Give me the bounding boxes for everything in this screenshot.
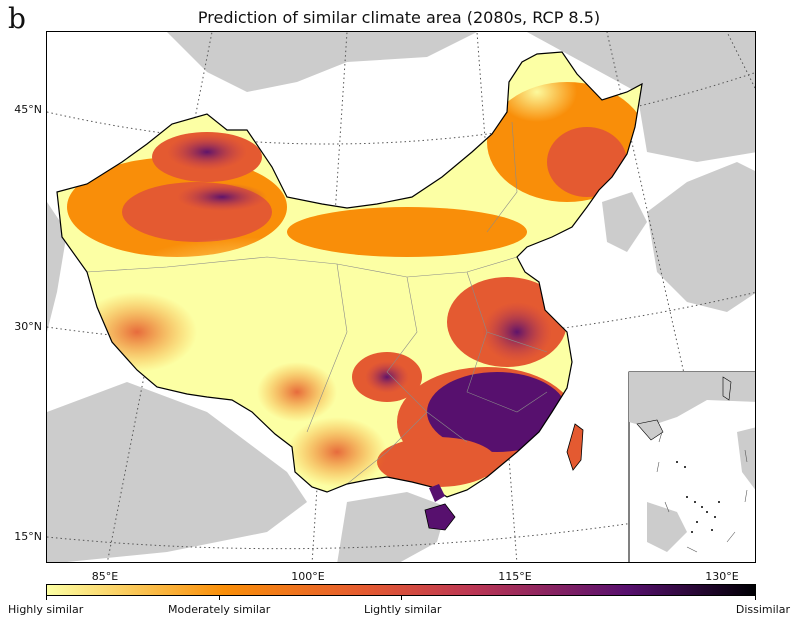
province-lines [86, 121, 548, 485]
colorbar-tick [46, 596, 47, 600]
colorbar-label-dissimilar: Dissimilar [735, 603, 790, 616]
lon-label-100e: 100°E [291, 570, 325, 583]
colorbar-tick [755, 596, 756, 600]
lat-label-30n: 30°N [14, 320, 42, 333]
colorbar-svg [47, 585, 755, 595]
colorbar-label-lightly-similar: Lightly similar [364, 603, 442, 616]
colorbar-label-moderately-similar: Moderately similar [168, 603, 271, 616]
south-china-sea-inset [628, 371, 755, 562]
map-title: Prediction of similar climate area (2080… [197, 8, 601, 27]
colorbar-label-highly-similar: Highly similar [8, 603, 84, 616]
colorbar [46, 584, 756, 596]
map-frame[interactable] [46, 31, 756, 563]
panel-letter: b [8, 2, 26, 35]
nine-dash-line [656, 431, 748, 553]
colorbar-tick [401, 596, 402, 600]
lon-label-115e: 115°E [498, 570, 532, 583]
lat-label-45n: 45°N [14, 103, 42, 116]
lat-label-15n: 15°N [14, 530, 42, 543]
taiwan-island [566, 423, 584, 471]
colorbar-tick [219, 596, 220, 600]
hainan-island [424, 503, 456, 531]
map-svg [47, 32, 755, 562]
inset-islands [676, 461, 720, 533]
leizhou-peninsula [429, 484, 445, 502]
lon-label-130e: 130°E [705, 570, 739, 583]
neighbour-land [47, 32, 755, 562]
lon-label-85e: 85°E [91, 570, 119, 583]
